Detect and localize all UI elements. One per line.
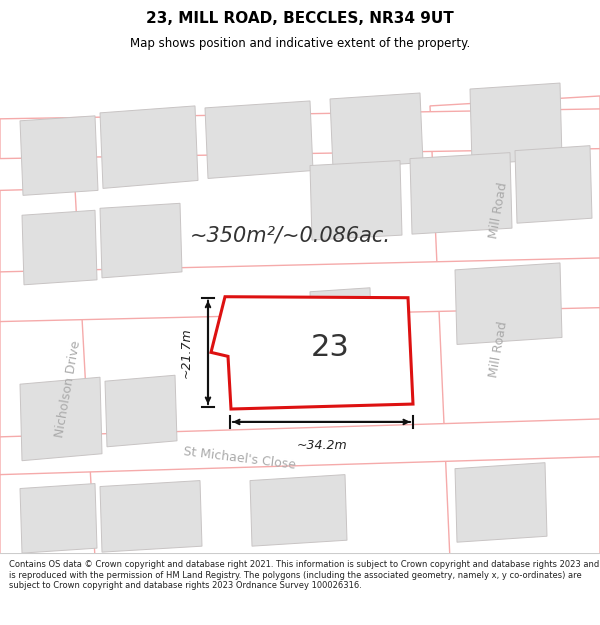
- Polygon shape: [22, 210, 97, 285]
- Polygon shape: [0, 258, 600, 322]
- Polygon shape: [250, 474, 347, 546]
- Polygon shape: [515, 146, 592, 223]
- Polygon shape: [105, 375, 177, 447]
- Polygon shape: [410, 152, 512, 234]
- Text: St Michael's Close: St Michael's Close: [183, 446, 297, 472]
- Polygon shape: [455, 263, 562, 344]
- Polygon shape: [310, 288, 372, 362]
- Polygon shape: [20, 484, 97, 553]
- Polygon shape: [205, 101, 313, 179]
- Polygon shape: [330, 93, 423, 169]
- Polygon shape: [100, 481, 202, 552]
- Polygon shape: [20, 378, 102, 461]
- Text: Mill Road: Mill Road: [487, 320, 509, 379]
- Text: ~21.7m: ~21.7m: [180, 327, 193, 378]
- Polygon shape: [430, 96, 600, 560]
- Polygon shape: [310, 161, 402, 240]
- Text: ~34.2m: ~34.2m: [296, 439, 347, 452]
- Polygon shape: [100, 106, 198, 188]
- Text: Mill Road: Mill Road: [487, 181, 509, 239]
- Polygon shape: [100, 203, 182, 278]
- Polygon shape: [0, 109, 600, 159]
- Text: Contains OS data © Crown copyright and database right 2021. This information is : Contains OS data © Crown copyright and d…: [9, 560, 599, 590]
- Polygon shape: [455, 462, 547, 542]
- Polygon shape: [0, 419, 600, 474]
- Text: Nicholson Drive: Nicholson Drive: [53, 339, 83, 439]
- Text: Map shows position and indicative extent of the property.: Map shows position and indicative extent…: [130, 37, 470, 50]
- Polygon shape: [211, 297, 413, 409]
- Polygon shape: [470, 83, 562, 164]
- Text: 23: 23: [311, 333, 349, 362]
- Polygon shape: [20, 116, 98, 196]
- Text: 23, MILL ROAD, BECCLES, NR34 9UT: 23, MILL ROAD, BECCLES, NR34 9UT: [146, 11, 454, 26]
- Text: ~350m²/~0.086ac.: ~350m²/~0.086ac.: [190, 225, 391, 245]
- Polygon shape: [0, 188, 95, 560]
